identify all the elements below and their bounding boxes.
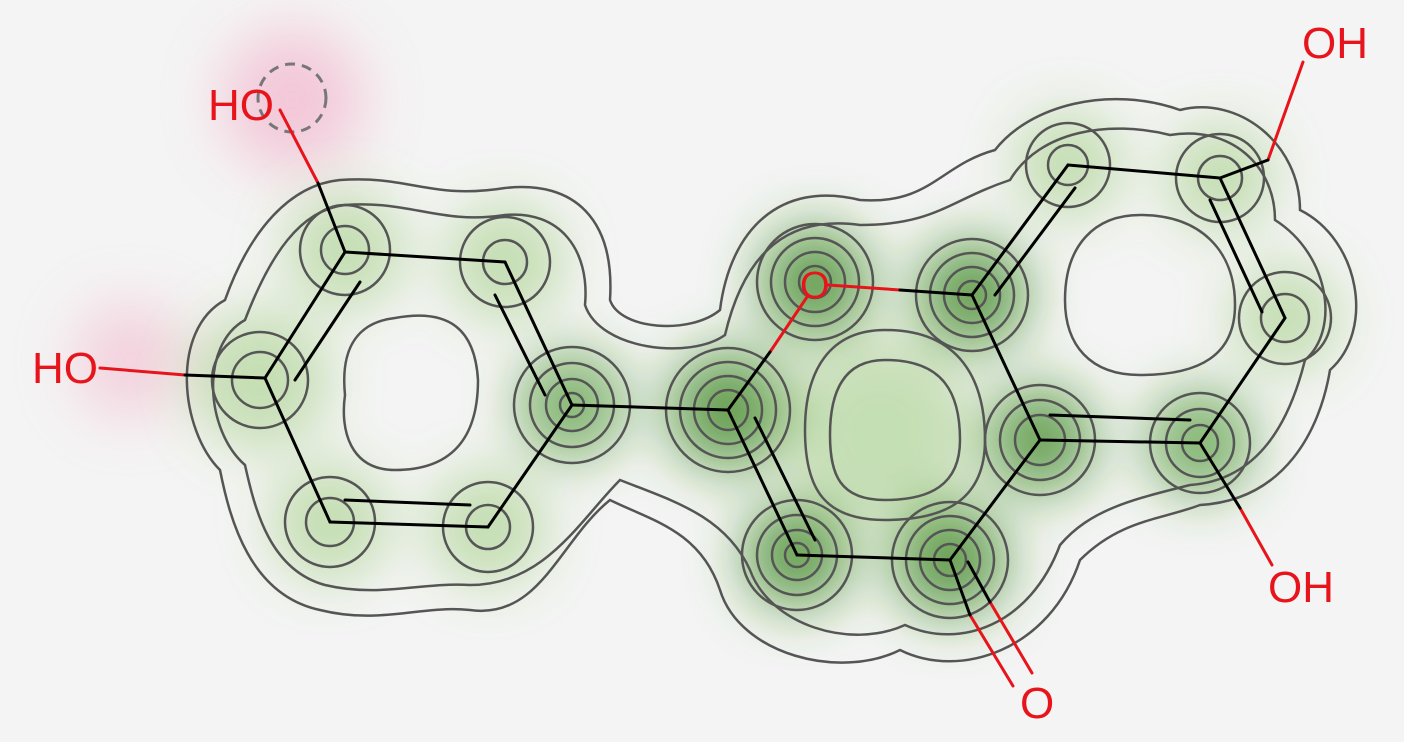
contour-lines (185, 97, 1358, 664)
negative-weight-heatmap (75, 30, 362, 415)
atom-label-carbonyl-oxygen: O (1020, 679, 1054, 728)
heteroatom-bonds (98, 60, 1305, 688)
atom-label-ring-oxygen: O (800, 265, 830, 307)
atom-labels: HO HO OH OH O O (32, 19, 1368, 728)
atom-label-ho-left: HO (32, 344, 98, 393)
contour-outer-left (185, 97, 1358, 664)
atom-label-ho-top: HO (208, 81, 274, 130)
atom-label-oh-bottom-right: OH (1268, 563, 1334, 612)
pink-blob-left-hydroxyl (75, 305, 185, 415)
pink-blob-top-hydroxyl (222, 30, 362, 170)
bond-lines (263, 163, 1287, 562)
atom-label-oh-top-right: OH (1302, 19, 1368, 68)
contour-outer-2 (211, 127, 1327, 636)
